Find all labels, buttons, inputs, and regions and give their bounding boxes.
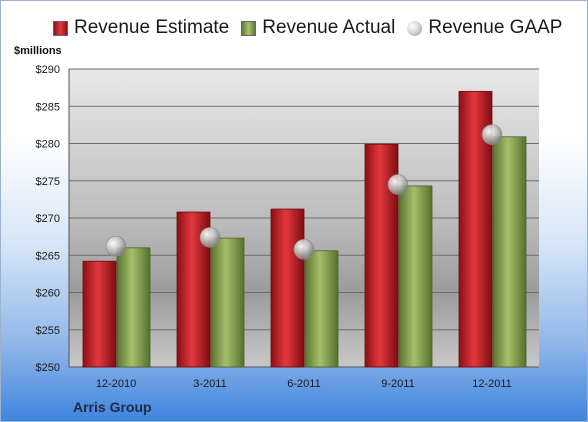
point-revenue-gaap	[293, 238, 315, 260]
bar-revenue-estimate	[82, 260, 117, 368]
legend-label-estimate: Revenue Estimate	[74, 17, 230, 38]
x-tick-label: 12-2011	[472, 378, 512, 390]
y-axis-unit-label: $millions	[14, 45, 62, 57]
bar-revenue-actual	[210, 237, 245, 368]
legend: Revenue Estimate Revenue Actual Revenue …	[53, 17, 574, 39]
company-name: Arris Group	[73, 399, 152, 415]
bar-revenue-actual	[398, 185, 433, 368]
x-tick-label: 3-2011	[193, 378, 226, 390]
point-revenue-gaap	[199, 227, 221, 248]
x-tick-label: 6-2011	[287, 378, 320, 390]
legend-label-gaap: Revenue GAAP	[428, 17, 563, 38]
x-tick-label: 9-2011	[381, 378, 414, 390]
legend-item-actual: Revenue Actual	[241, 17, 395, 39]
point-revenue-gaap	[481, 124, 503, 145]
point-revenue-gaap	[105, 236, 127, 257]
legend-item-gaap: Revenue GAAP	[407, 17, 562, 39]
point-revenue-gaap	[387, 174, 409, 195]
bar-revenue-actual	[116, 247, 151, 368]
legend-swatch-actual	[241, 20, 257, 36]
bar-revenue-actual	[492, 136, 527, 368]
y-tick-label: $265	[36, 250, 60, 262]
legend-label-actual: Revenue Actual	[262, 17, 396, 38]
y-tick-label: $290	[36, 64, 60, 76]
y-tick-label: $285	[36, 101, 60, 113]
y-tick-label: $270	[36, 213, 60, 225]
bar-revenue-actual	[304, 250, 339, 368]
legend-marker-gaap	[407, 20, 423, 36]
y-tick-label: $280	[36, 139, 60, 151]
y-tick-label: $255	[36, 325, 60, 337]
legend-swatch-estimate	[53, 20, 68, 36]
y-tick-label: $260	[36, 288, 60, 300]
y-tick-label: $250	[36, 362, 60, 374]
bar-revenue-estimate	[270, 208, 305, 368]
y-tick-label: $275	[36, 176, 60, 188]
x-tick-label: 12-2010	[96, 378, 136, 390]
legend-item-estimate: Revenue Estimate	[53, 17, 229, 39]
